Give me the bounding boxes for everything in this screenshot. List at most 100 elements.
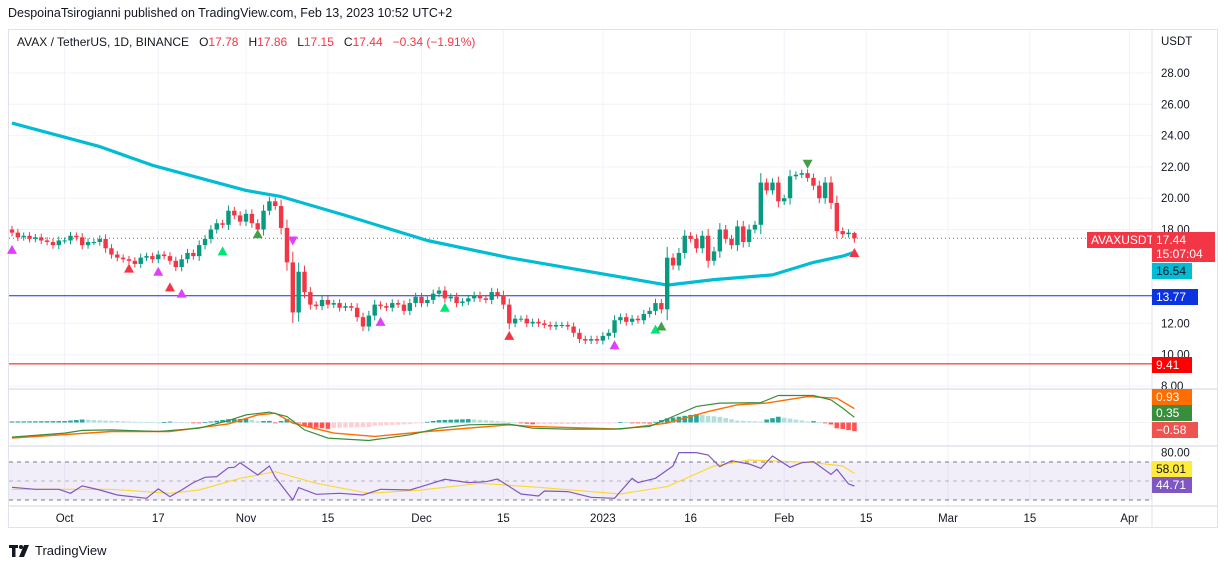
signal-triangle-down: [287, 236, 298, 246]
candle-up: [647, 310, 652, 315]
macd-histogram-bar: [384, 422, 389, 426]
macd-histogram-bar: [261, 421, 266, 423]
candle-up: [782, 198, 787, 202]
macd-histogram-bar: [542, 422, 547, 425]
candle-up: [700, 235, 705, 249]
tradingview-logo-icon: [9, 544, 29, 557]
candle-up: [793, 174, 799, 177]
currency-label: USDT: [1161, 36, 1192, 48]
candle-down: [483, 298, 489, 300]
macd-histogram-bar: [553, 422, 559, 425]
candle-up: [366, 315, 372, 327]
macd-histogram-bar: [21, 421, 26, 423]
macd-histogram-bar: [594, 422, 600, 424]
macd-histogram-bar: [38, 421, 44, 423]
open-value: 17.78: [208, 35, 239, 49]
candle-up: [653, 303, 658, 311]
ma-value-tag: 16.54: [1152, 263, 1192, 279]
candle-down: [384, 306, 389, 308]
candle-down: [27, 235, 32, 239]
last-price-tag: 17.44 15:07:04: [1152, 232, 1215, 262]
macd-histogram-bar: [27, 421, 32, 423]
candle-up: [717, 229, 723, 252]
candle-down: [401, 304, 407, 311]
macd-histogram-bar: [337, 422, 342, 428]
candle-up: [518, 318, 524, 320]
macd-histogram-bar: [196, 422, 202, 424]
macd-histogram-bar: [79, 419, 85, 423]
macd-histogram-bar: [740, 420, 746, 423]
time-tick-label: 15: [860, 513, 873, 525]
candle-up: [185, 252, 190, 260]
macd-histogram-bar: [208, 421, 214, 423]
candle-up: [33, 237, 38, 239]
signal-triangle-up: [164, 282, 175, 292]
candle-down: [805, 173, 810, 178]
footer-brand[interactable]: TradingView: [9, 543, 107, 558]
candle-down: [74, 235, 79, 238]
macd-histogram-bar: [249, 420, 255, 423]
signal-markers: [7, 159, 860, 350]
signal-triangle-up: [217, 246, 228, 256]
candle-down: [542, 323, 547, 325]
macd-histogram-bar: [74, 420, 79, 423]
macd-histogram-bar: [85, 419, 91, 423]
candle-down: [120, 257, 126, 260]
candle-up: [799, 173, 804, 175]
candle-up: [202, 238, 208, 246]
signal-triangle-up: [176, 288, 187, 298]
macd-histogram-bar: [413, 422, 418, 424]
macd-histogram-bar: [846, 422, 851, 431]
candle-down: [167, 256, 173, 261]
candle-up: [68, 235, 73, 241]
macd-histogram-bar: [471, 419, 477, 423]
macd-histogram-bar: [477, 419, 483, 423]
candle-down: [828, 182, 834, 203]
candle-down: [477, 295, 483, 299]
macd-histogram-bar: [717, 416, 723, 423]
macd-histogram-bar: [805, 421, 810, 423]
candle-down: [536, 321, 541, 324]
time-tick-label: 15: [322, 513, 335, 525]
macd-histogram-bar: [419, 422, 424, 424]
macd-histogram-bar: [220, 419, 225, 423]
brand-name: TradingView: [35, 543, 107, 558]
candle-down: [249, 213, 255, 224]
high-label: H: [248, 35, 258, 49]
macd-pane: [9, 394, 1152, 442]
symbol-price-tag: AVAXUSDT: [1087, 232, 1158, 248]
candle-up: [682, 235, 687, 253]
macd-histogram-bar: [68, 420, 73, 423]
macd-line: [11, 394, 855, 442]
candle-up: [197, 245, 202, 257]
candle-up: [91, 242, 97, 244]
macd-histogram-bar: [612, 422, 617, 424]
time-tick-label: 16: [684, 513, 697, 525]
macd-histogram-bar: [401, 422, 407, 425]
candle-down: [688, 235, 693, 239]
candle-down: [571, 326, 576, 333]
macd-histogram-bar: [115, 421, 120, 423]
candle-up: [261, 210, 266, 230]
grid-lines: [9, 30, 1152, 506]
signal-triangle-up: [375, 316, 386, 326]
macd-histogram-bar: [746, 421, 752, 423]
macd-histogram-bar: [705, 415, 711, 423]
candle-down: [776, 182, 781, 202]
close-label: C: [343, 35, 353, 49]
price-tick-label: 24.00: [1161, 131, 1190, 143]
candle-down: [395, 303, 401, 305]
candle-up: [62, 240, 67, 242]
macd-histogram-bar: [144, 422, 149, 423]
signal-triangle-up: [504, 330, 515, 340]
macd-histogram-bar: [255, 421, 260, 423]
signal-triangle-up: [252, 229, 263, 239]
symbol-name[interactable]: AVAX / TetherUS, 1D, BINANCE: [17, 35, 190, 49]
candle-up: [606, 332, 611, 336]
candle-up: [746, 229, 752, 243]
candle-down: [132, 260, 138, 264]
candle-down: [173, 260, 178, 268]
time-tick-label: 15: [497, 513, 510, 525]
macd-histogram-bar: [56, 421, 62, 423]
